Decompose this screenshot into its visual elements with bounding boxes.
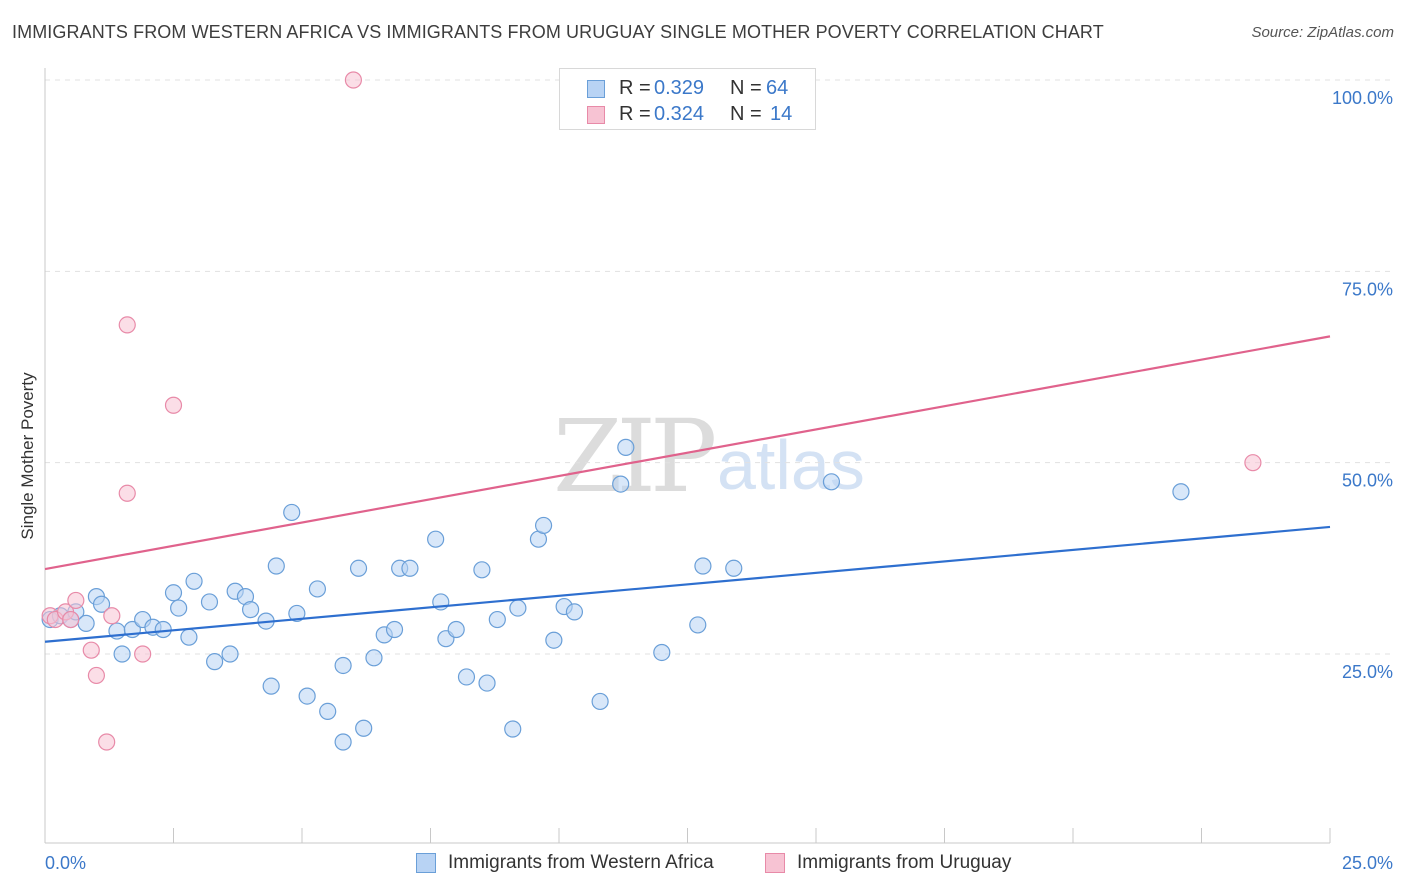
data-point-western-africa <box>653 643 671 662</box>
data-point-western-africa <box>154 620 172 639</box>
data-point-western-africa <box>385 620 404 639</box>
data-point-western-africa <box>206 653 224 671</box>
data-point-western-africa <box>221 645 239 663</box>
data-point-western-africa <box>164 584 183 602</box>
data-point-western-africa <box>288 604 306 623</box>
chart-title: IMMIGRANTS FROM WESTERN AFRICA VS IMMIGR… <box>12 22 1104 42</box>
data-point-western-africa <box>355 719 373 737</box>
x-tick-label: 25.0% <box>1342 853 1393 873</box>
data-point-western-africa <box>457 668 476 686</box>
y-tick-label: 50.0% <box>1342 471 1393 491</box>
r-value: 0.329 <box>654 77 705 99</box>
data-point-western-africa <box>565 603 584 621</box>
data-point-western-africa <box>242 601 260 619</box>
data-point-uruguay <box>87 666 106 685</box>
data-point-western-africa <box>447 620 465 639</box>
watermark-zip: ZIP <box>553 398 717 515</box>
n-label: N = <box>730 103 762 125</box>
n-value: 64 <box>766 77 789 99</box>
data-point-western-africa <box>427 530 445 548</box>
correlation-legend: R = 0.329 N = 64 R = 0.324 N = 14 <box>559 68 816 130</box>
data-point-western-africa <box>612 475 630 493</box>
data-point-western-africa <box>617 438 635 456</box>
data-point-western-africa <box>725 559 743 577</box>
data-point-western-africa <box>200 593 219 611</box>
data-point-uruguay <box>98 733 116 751</box>
data-point-uruguay <box>1244 454 1262 472</box>
data-point-western-africa <box>545 631 563 649</box>
data-point-uruguay <box>134 645 152 663</box>
data-point-western-africa <box>319 702 337 721</box>
r-label: R = <box>619 103 651 125</box>
pink-swatch-icon <box>765 853 785 873</box>
data-point-uruguay <box>103 607 121 625</box>
data-point-western-africa <box>349 559 368 577</box>
data-point-western-africa <box>365 649 383 667</box>
data-point-uruguay <box>118 316 136 334</box>
data-point-western-africa <box>689 616 707 634</box>
data-point-western-africa <box>334 733 352 751</box>
data-point-western-africa <box>180 628 198 646</box>
data-point-western-africa <box>591 692 609 711</box>
data-point-western-africa <box>401 559 419 577</box>
data-point-western-africa <box>534 516 553 535</box>
y-tick-label: 25.0% <box>1342 662 1393 682</box>
data-point-uruguay <box>67 591 85 610</box>
data-point-western-africa <box>267 557 285 575</box>
data-point-western-africa <box>113 645 131 663</box>
data-point-western-africa <box>694 557 712 575</box>
data-point-western-africa <box>298 687 316 705</box>
trend-line-western-africa <box>44 525 1331 643</box>
legend-label: Immigrants from Western Africa <box>448 852 714 873</box>
source-label: Source: ZipAtlas.com <box>1251 24 1394 41</box>
y-tick-label: 100.0% <box>1332 88 1393 108</box>
watermark-atlas: atlas <box>717 426 865 504</box>
data-point-western-africa <box>504 720 522 738</box>
data-point-western-africa <box>509 599 527 617</box>
x-tick-label: 0.0% <box>45 853 86 873</box>
data-point-western-africa <box>308 580 327 598</box>
pink-swatch-icon <box>587 106 605 124</box>
data-point-western-africa <box>478 674 496 692</box>
n-value: 14 <box>770 103 793 125</box>
data-point-western-africa <box>283 503 301 522</box>
data-point-uruguay <box>118 484 136 502</box>
data-point-western-africa <box>170 599 188 617</box>
y-tick-label: 75.0% <box>1342 279 1393 299</box>
data-point-western-africa <box>77 614 95 632</box>
trend-line-uruguay <box>44 335 1331 571</box>
data-point-western-africa <box>1172 483 1190 501</box>
r-label: R = <box>619 77 651 99</box>
data-point-western-africa <box>185 572 203 590</box>
data-point-western-africa <box>488 610 506 629</box>
data-point-western-africa <box>334 656 352 675</box>
data-point-uruguay <box>82 641 100 659</box>
data-point-uruguay <box>164 396 183 414</box>
data-point-western-africa <box>92 595 111 613</box>
data-point-western-africa <box>822 473 841 491</box>
n-label: N = <box>730 77 762 99</box>
data-point-uruguay <box>344 71 362 89</box>
legend-label: Immigrants from Uruguay <box>797 852 1012 873</box>
r-value: 0.324 <box>654 103 705 125</box>
blue-swatch-icon <box>416 853 436 873</box>
y-axis-label: Single Mother Poverty <box>18 372 37 540</box>
data-point-uruguay <box>62 610 80 629</box>
blue-swatch-icon <box>587 80 605 98</box>
data-point-western-africa <box>473 561 491 579</box>
data-point-western-africa <box>262 677 280 695</box>
